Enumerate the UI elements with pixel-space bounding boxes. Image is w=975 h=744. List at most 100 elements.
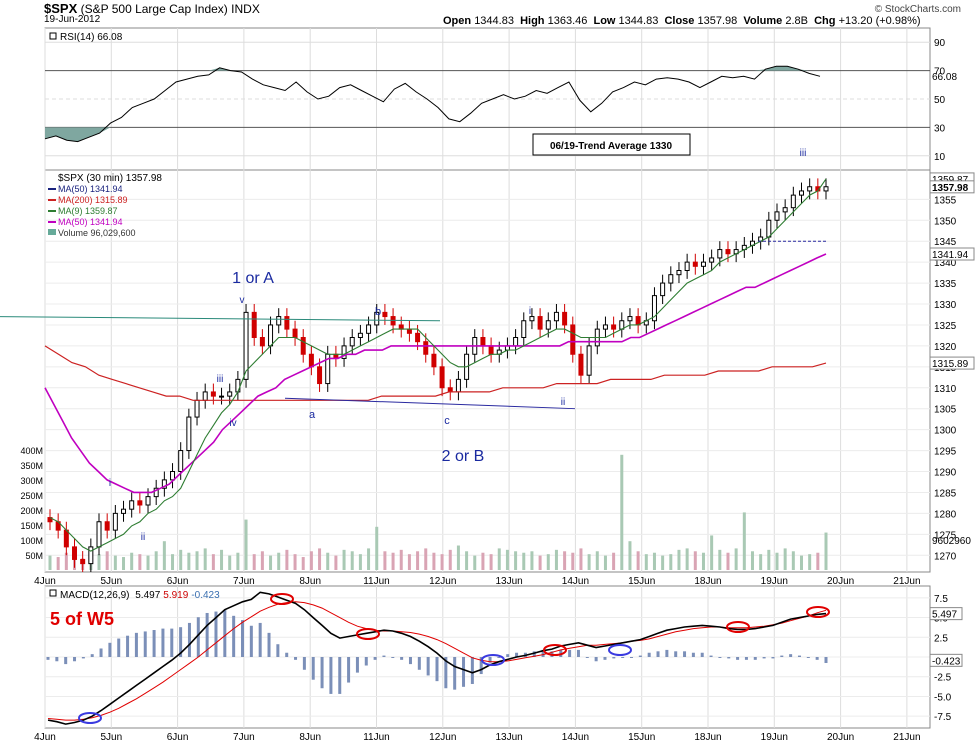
volume-bar [179,549,183,570]
legend-ma9: MA(9) 1359.87 [58,206,118,216]
macd-histogram-bar [515,652,519,657]
volume-bar [563,551,567,570]
rsi-tick-label: 10 [934,152,946,163]
price-candle [651,295,657,322]
macd-histogram-bar [576,649,580,657]
volume-bar [383,551,387,570]
macd-histogram-bar [753,657,757,660]
low-label: Low [593,15,616,27]
macd-histogram-bar [241,620,244,657]
x-tick-label: 15Jun [628,576,655,587]
volume-tick-label: 200M [20,506,43,516]
volume-bar [473,555,477,570]
macd-histogram-bar [223,610,227,657]
open-value: 1344.83 [474,15,514,27]
volume-bar [522,552,526,570]
price-candle [627,316,633,322]
wave-label: c [444,415,450,427]
macd-histogram-bar [612,657,616,659]
volume-bar [326,552,330,570]
x-tick-label-bottom: 11Jun [363,732,390,743]
volume-bar [130,552,134,570]
price-candle [660,282,666,297]
volume-bar [571,552,575,570]
macd-histogram-bar [400,657,404,660]
price-candle [823,186,829,192]
volume-bar [122,557,126,570]
volume-bar [448,549,452,570]
volume-bar [407,554,411,570]
volume-bar [260,551,264,570]
macd-legend-swatch [49,589,57,597]
macd-histogram-bar [824,657,828,663]
rsi-legend: RSI(14) 66.08 [60,32,123,43]
macd-tick-label: -7.5 [934,712,952,723]
price-candle [153,487,159,498]
price-candle [145,496,151,506]
macd-histogram-bar [691,652,695,657]
price-candle [341,345,347,359]
macd-tick-label: 7.5 [934,594,948,605]
price-candle [88,546,94,565]
volume-value: 2.8B [785,15,808,27]
macd-histogram-bar [196,617,200,657]
macd-legend-v3: -0.423 [191,590,220,601]
macd-histogram-bar [744,657,748,660]
volume-bar [514,551,518,570]
macd-histogram-bar [117,638,121,657]
price-candle [537,316,543,330]
volume-bar [456,545,460,570]
macd-histogram-bar [797,655,801,657]
chg-value: +13.20 (+0.98%) [838,15,921,27]
volume-bar [162,541,166,570]
wave-label: 2 or B [442,448,485,465]
volume-bar [211,554,215,570]
macd-histogram-bar [444,657,448,689]
chart-header: $SPX (S&P 500 Large Cap Index) INDX 19-J… [0,0,975,28]
legend-ma200: MA(200) 1315.89 [58,195,128,205]
volume-bar [440,554,444,570]
macd-histogram-bar [408,657,412,665]
price-candle [586,345,592,376]
macd-crossover-marker [270,593,294,605]
volume-bar [546,554,550,570]
volume-bar [228,555,232,570]
legend-ma50-b: MA(50) 1341.94 [58,217,123,227]
macd-histogram-bar [506,654,510,657]
macd-histogram-bar [302,657,306,670]
price-candle [774,211,780,221]
x-tick-label: 19Jun [761,576,788,587]
macd-histogram-bar [99,648,103,657]
price-candle [480,337,486,347]
volume-bar [342,549,346,570]
macd-histogram-bar [700,652,704,657]
price-tick-label: 1355 [934,195,957,206]
macd-histogram-bar [683,651,687,657]
price-candle [178,450,184,472]
price-candle [676,270,682,276]
price-candle [202,391,208,401]
volume-bar [318,548,322,570]
macd-histogram-bar [126,635,130,657]
rsi-line [44,65,821,143]
macd-right-box [929,607,963,621]
price-right-box [929,180,975,194]
macd-histogram-bar [382,655,386,657]
annotation-box [532,133,691,156]
macd-histogram-bar [426,657,430,676]
volume-bar [579,548,583,570]
volume-bar [505,549,509,570]
macd-side-label: 5 of W5 [50,609,114,629]
price-candle [300,337,306,355]
price-candle [455,378,461,393]
rsi-tick-label: 30 [934,123,946,134]
macd-legend-v2: 5.919 [163,590,188,601]
volume-bar [252,554,256,570]
price-candle [349,337,355,347]
macd-histogram-bar [462,657,466,687]
volume-bar [203,548,207,570]
price-tick-label: 1300 [934,426,957,437]
volume-bar [481,552,485,570]
x-tick-label-bottom: 18Jun [694,732,721,743]
